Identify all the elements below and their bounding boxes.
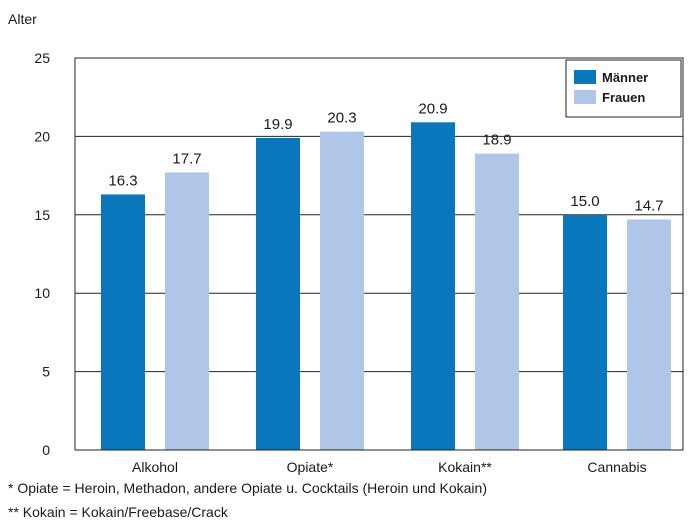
- value-label-frauen-kokain: 18.9: [482, 132, 511, 149]
- bar-männer-kokain: [411, 122, 455, 451]
- bar-frauen-cannabis: [627, 219, 671, 450]
- bar-frauen-opiate: [320, 131, 364, 451]
- value-label-frauen-alkohol: 17.7: [172, 150, 201, 167]
- value-label-männer-kokain: 20.9: [418, 100, 447, 117]
- x-tick-label-cannabis: Cannabis: [587, 459, 646, 475]
- y-tick-label-0: 0: [42, 442, 50, 458]
- value-label-männer-cannabis: 15.0: [570, 193, 599, 210]
- legend-swatch-männer: [574, 70, 596, 84]
- x-tick-label-opiate: Opiate*: [287, 459, 334, 475]
- x-tick-label-alkohol: Alkohol: [132, 459, 178, 475]
- legend-swatch-frauen: [574, 90, 596, 104]
- legend-box: [565, 59, 682, 118]
- y-tick-label-15: 15: [34, 207, 50, 223]
- footnote-opiate: * Opiate = Heroin, Methadon, andere Opia…: [8, 480, 487, 496]
- value-label-männer-alkohol: 16.3: [108, 172, 137, 189]
- plot-frame: [74, 57, 684, 451]
- bar-männer-alkohol: [101, 194, 145, 450]
- bars: [101, 122, 671, 451]
- bar-frauen-kokain: [475, 153, 519, 450]
- y-tick-labels: 0 5 10 15 20 25: [34, 50, 50, 458]
- value-label-frauen-opiate: 20.3: [327, 110, 356, 127]
- y-tick-label-20: 20: [34, 128, 50, 144]
- bar-männer-cannabis: [563, 214, 607, 450]
- x-tick-label-kokain: Kokain**: [438, 459, 492, 475]
- legend: Männer Frauen: [565, 59, 682, 118]
- value-label-männer-opiate: 19.9: [263, 116, 292, 133]
- value-labels: 16.3 17.7 19.9 20.3 20.9 18.9 15.0 14.7: [108, 100, 663, 214]
- y-tick-label-10: 10: [34, 285, 50, 301]
- bar-frauen-alkohol: [165, 172, 209, 451]
- legend-label-frauen: Frauen: [602, 90, 645, 105]
- y-tick-label-5: 5: [42, 364, 50, 380]
- footnote-kokain: ** Kokain = Kokain/Freebase/Crack: [8, 504, 228, 520]
- y-tick-label-25: 25: [34, 50, 50, 66]
- x-tick-labels: Alkohol Opiate* Kokain** Cannabis: [132, 459, 647, 475]
- y-axis-label: Alter: [8, 11, 37, 27]
- value-label-frauen-cannabis: 14.7: [634, 198, 663, 215]
- bar-männer-opiate: [256, 137, 300, 450]
- legend-label-männer: Männer: [602, 70, 648, 85]
